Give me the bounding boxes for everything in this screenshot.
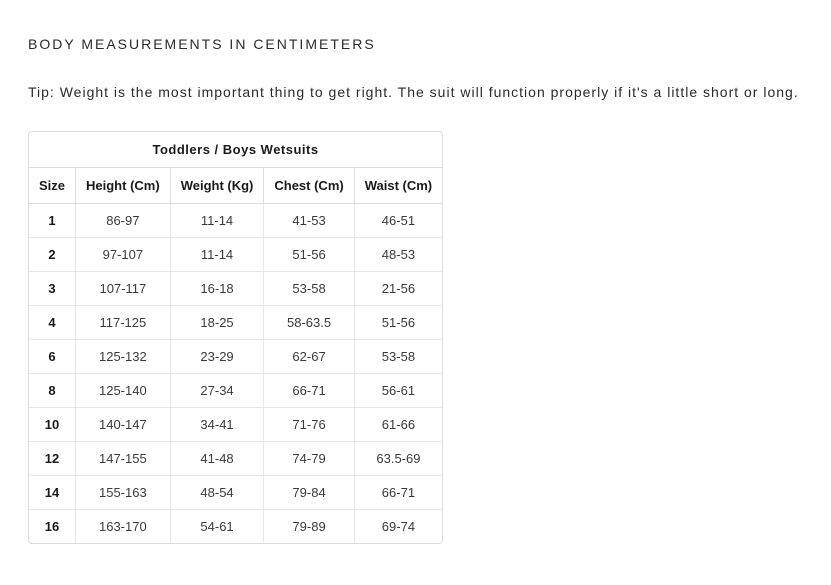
table-cell: 4 — [29, 306, 76, 340]
table-cell: 23-29 — [170, 340, 264, 374]
table-row: 297-10711-1451-5648-53 — [29, 238, 442, 272]
col-height: Height (Cm) — [76, 168, 171, 204]
table-cell: 12 — [29, 442, 76, 476]
col-chest: Chest (Cm) — [264, 168, 354, 204]
table-cell: 14 — [29, 476, 76, 510]
table-cell: 125-132 — [76, 340, 171, 374]
table-cell: 54-61 — [170, 510, 264, 544]
page-heading: BODY MEASUREMENTS IN CENTIMETERS — [28, 36, 803, 52]
table-cell: 27-34 — [170, 374, 264, 408]
table-cell: 8 — [29, 374, 76, 408]
column-header-row: Size Height (Cm) Weight (Kg) Chest (Cm) … — [29, 168, 442, 204]
table-cell: 74-79 — [264, 442, 354, 476]
table-title: Toddlers / Boys Wetsuits — [29, 132, 442, 168]
table-row: 3107-11716-1853-5821-56 — [29, 272, 442, 306]
table-cell: 21-56 — [354, 272, 442, 306]
table-cell: 46-51 — [354, 204, 442, 238]
col-weight: Weight (Kg) — [170, 168, 264, 204]
table-cell: 147-155 — [76, 442, 171, 476]
table-cell: 79-84 — [264, 476, 354, 510]
table-cell: 62-67 — [264, 340, 354, 374]
table-cell: 51-56 — [354, 306, 442, 340]
table-cell: 10 — [29, 408, 76, 442]
table-cell: 86-97 — [76, 204, 171, 238]
table-cell: 66-71 — [354, 476, 442, 510]
table-cell: 61-66 — [354, 408, 442, 442]
table-cell: 125-140 — [76, 374, 171, 408]
table-cell: 69-74 — [354, 510, 442, 544]
table-row: 186-9711-1441-5346-51 — [29, 204, 442, 238]
table-row: 14155-16348-5479-8466-71 — [29, 476, 442, 510]
table-cell: 107-117 — [76, 272, 171, 306]
table-cell: 66-71 — [264, 374, 354, 408]
table-cell: 58-63.5 — [264, 306, 354, 340]
table-cell: 41-53 — [264, 204, 354, 238]
table-cell: 48-54 — [170, 476, 264, 510]
size-table: Toddlers / Boys Wetsuits Size Height (Cm… — [29, 132, 442, 543]
table-cell: 1 — [29, 204, 76, 238]
table-cell: 71-76 — [264, 408, 354, 442]
table-cell: 6 — [29, 340, 76, 374]
table-cell: 16-18 — [170, 272, 264, 306]
table-cell: 155-163 — [76, 476, 171, 510]
table-cell: 18-25 — [170, 306, 264, 340]
size-table-container: Toddlers / Boys Wetsuits Size Height (Cm… — [28, 131, 443, 544]
table-cell: 34-41 — [170, 408, 264, 442]
table-row: 4117-12518-2558-63.551-56 — [29, 306, 442, 340]
table-cell: 2 — [29, 238, 76, 272]
table-cell: 11-14 — [170, 204, 264, 238]
table-cell: 79-89 — [264, 510, 354, 544]
table-row: 10140-14734-4171-7661-66 — [29, 408, 442, 442]
table-row: 6125-13223-2962-6753-58 — [29, 340, 442, 374]
table-cell: 56-61 — [354, 374, 442, 408]
table-cell: 97-107 — [76, 238, 171, 272]
table-cell: 41-48 — [170, 442, 264, 476]
table-row: 8125-14027-3466-7156-61 — [29, 374, 442, 408]
tip-text: Tip: Weight is the most important thing … — [28, 80, 803, 105]
table-cell: 51-56 — [264, 238, 354, 272]
col-waist: Waist (Cm) — [354, 168, 442, 204]
table-cell: 117-125 — [76, 306, 171, 340]
table-cell: 11-14 — [170, 238, 264, 272]
table-cell: 163-170 — [76, 510, 171, 544]
table-cell: 140-147 — [76, 408, 171, 442]
table-cell: 63.5-69 — [354, 442, 442, 476]
col-size: Size — [29, 168, 76, 204]
table-cell: 48-53 — [354, 238, 442, 272]
table-row: 12147-15541-4874-7963.5-69 — [29, 442, 442, 476]
table-cell: 53-58 — [354, 340, 442, 374]
table-cell: 16 — [29, 510, 76, 544]
table-cell: 53-58 — [264, 272, 354, 306]
table-row: 16163-17054-6179-8969-74 — [29, 510, 442, 544]
table-cell: 3 — [29, 272, 76, 306]
